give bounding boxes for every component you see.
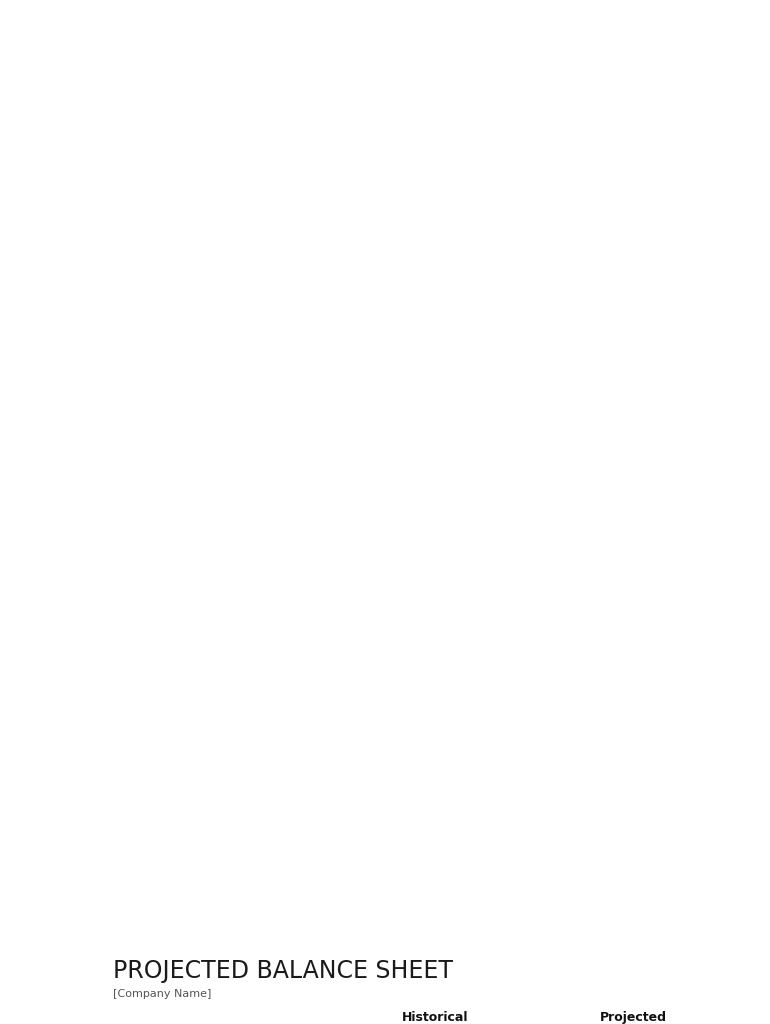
Text: Projected: Projected — [600, 1011, 667, 1024]
Text: Historical: Historical — [402, 1011, 468, 1024]
Text: [Company Name]: [Company Name] — [113, 989, 212, 999]
Text: PROJECTED BALANCE SHEET: PROJECTED BALANCE SHEET — [113, 959, 453, 983]
